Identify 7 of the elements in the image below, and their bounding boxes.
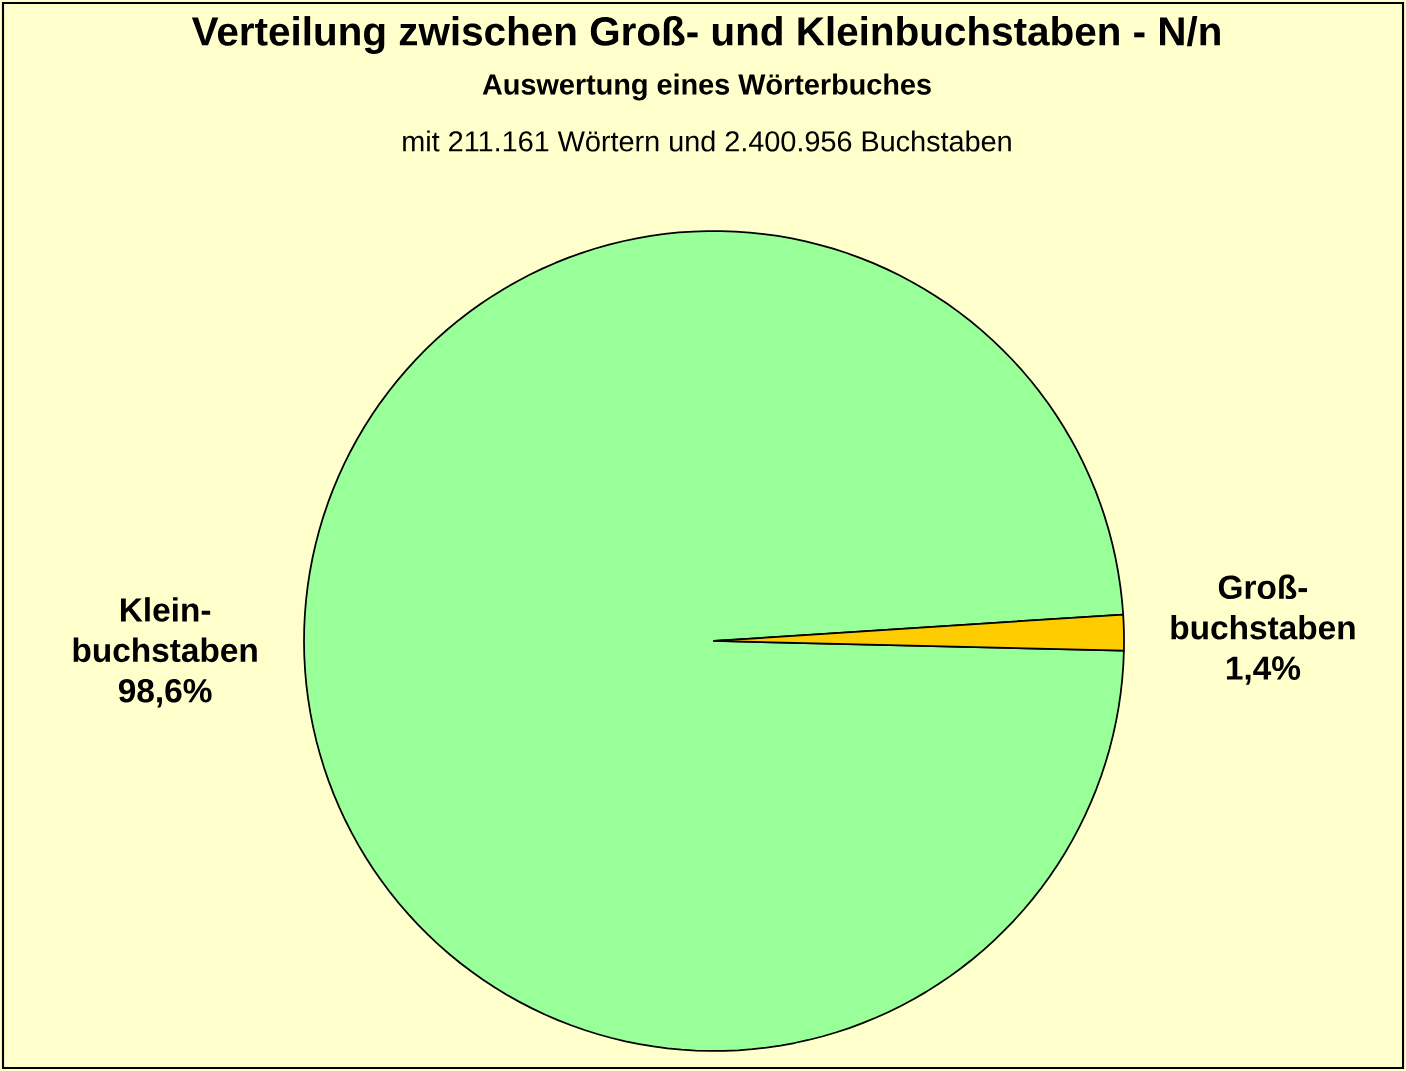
slice-label: Groß-buchstaben	[1171, 574, 1355, 640]
data-label: 98,6%	[118, 678, 212, 708]
chart-title: Verteilung zwischen Groß- und Kleinbuchstaben - N/n	[191, 16, 1220, 54]
data-label: 1,4%	[1226, 656, 1301, 685]
slice-label: Klein-buchstaben	[73, 597, 257, 663]
chart-subtitle: Auswertung eines Wörterbuches	[482, 73, 931, 101]
text: mit 211.161 Wörtern und 2.400.956 Buchstaben	[403, 130, 1011, 152]
